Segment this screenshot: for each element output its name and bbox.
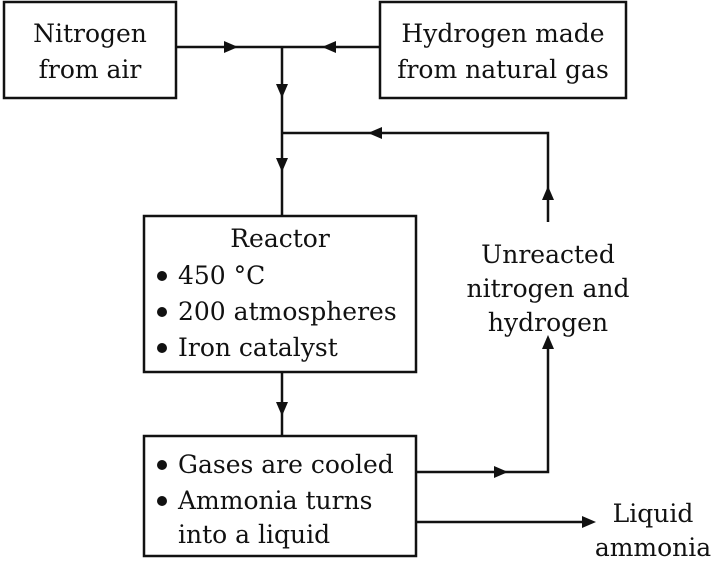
cooler-bullet-ammonia-line-2: into a liquid	[178, 520, 330, 549]
bullet-icon	[157, 271, 167, 281]
hydrogen-box	[378, 0, 628, 100]
node-cooler: Gases are cooled Ammonia turns into a li…	[142, 434, 418, 558]
arrow-left-icon	[322, 41, 336, 53]
arrow-right-icon	[494, 466, 508, 478]
arrow-down-icon	[276, 158, 288, 172]
arrow-up-icon	[542, 186, 554, 200]
bullet-icon	[157, 307, 167, 317]
arrow-up-icon	[542, 335, 554, 349]
reactor-bullet-catalyst: Iron catalyst	[178, 333, 338, 362]
arrow-right-icon	[224, 41, 238, 53]
label-liquid-ammonia: Liquid ammonia	[595, 499, 711, 562]
node-hydrogen: Hydrogen made from natural gas	[378, 0, 628, 100]
reactor-bullet-pressure: 200 atmospheres	[178, 297, 397, 326]
node-nitrogen: Nitrogen from air	[2, 0, 178, 100]
liquid-ammonia-line-1: Liquid	[613, 499, 694, 528]
node-reactor: Reactor 450 °C 200 atmospheres Iron cata…	[142, 214, 418, 374]
cooler-box	[142, 434, 418, 558]
arrow-left-icon	[368, 127, 382, 139]
reactor-title: Reactor	[230, 224, 330, 253]
hydrogen-label-line-1: Hydrogen made	[401, 19, 604, 48]
nitrogen-box	[2, 0, 178, 100]
nitrogen-label-line-1: Nitrogen	[33, 19, 147, 48]
line-recycle-return	[282, 131, 550, 222]
arrow-down-icon	[276, 402, 288, 416]
cooler-bullet-ammonia-line-1: Ammonia turns	[177, 486, 373, 515]
unreacted-line-3: hydrogen	[488, 308, 608, 337]
cooler-bullet-gases-cooled: Gases are cooled	[178, 450, 394, 479]
nitrogen-label-line-2: from air	[39, 55, 142, 84]
liquid-ammonia-line-2: ammonia	[595, 533, 711, 562]
bullet-icon	[157, 496, 167, 506]
arrowheads	[224, 41, 596, 528]
label-unreacted: Unreacted nitrogen and hydrogen	[466, 240, 629, 337]
hydrogen-label-line-2: from natural gas	[397, 55, 609, 84]
bullet-icon	[157, 460, 167, 470]
arrow-right-icon	[582, 516, 596, 528]
arrow-down-icon	[276, 84, 288, 98]
line-cooler-to-unreacted	[416, 338, 550, 474]
reactor-box	[142, 214, 418, 374]
reactor-bullet-temperature: 450 °C	[178, 261, 265, 290]
unreacted-line-2: nitrogen and	[466, 274, 629, 303]
unreacted-line-1: Unreacted	[481, 240, 615, 269]
bullet-icon	[157, 343, 167, 353]
